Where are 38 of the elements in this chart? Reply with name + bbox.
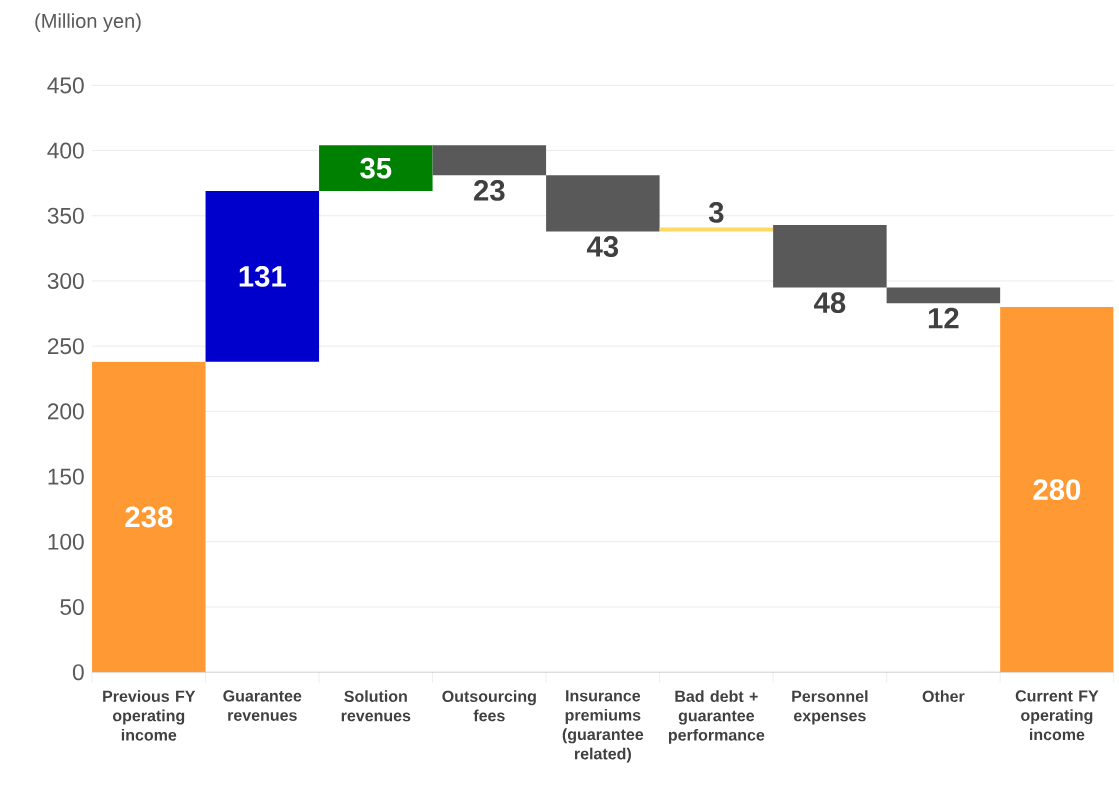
bar — [773, 224, 887, 288]
x-tick-label: Solution revenues — [341, 690, 411, 722]
y-tick-label: 250 — [47, 338, 84, 355]
x-tick-label: Insurance premiums (guarantee related) — [562, 690, 644, 763]
bar — [205, 191, 320, 362]
y-tick-label: 100 — [48, 533, 84, 550]
data-label: 3 — [708, 202, 724, 223]
x-tick-label: Other — [922, 690, 965, 703]
bar — [546, 175, 660, 232]
y-tick-label: 350 — [47, 207, 84, 224]
data-label: 23 — [474, 180, 505, 201]
data-label: 280 — [1033, 479, 1081, 501]
x-tick-label: Guarantee revenues — [223, 690, 302, 721]
x-tick-label: Personnel expenses — [792, 690, 868, 725]
bar — [1000, 307, 1114, 673]
bar — [92, 361, 206, 673]
data-label: 35 — [360, 157, 392, 179]
y-axis-title: (Million yen) — [35, 13, 141, 33]
y-tick-label: 50 — [60, 599, 84, 616]
y-tick-label: 400 — [47, 142, 84, 159]
y-tick-label: 300 — [47, 272, 84, 290]
data-label: 43 — [586, 236, 619, 257]
bar — [432, 145, 547, 176]
bar — [319, 145, 433, 192]
y-tick-label: 0 — [72, 664, 84, 681]
y-tick-label: 150 — [48, 468, 84, 485]
x-tick-label: Bad debt + guarantee performance — [668, 690, 765, 744]
x-tick-label: Outsourcing fees — [442, 690, 536, 722]
x-tick-label: Previous FY operating income — [103, 690, 196, 741]
data-label: 238 — [125, 506, 173, 528]
data-label: 131 — [239, 266, 286, 287]
bar — [886, 287, 1001, 304]
y-tick-label: 200 — [47, 403, 84, 420]
y-tick-label: 450 — [47, 77, 84, 94]
bar — [659, 227, 774, 232]
data-label: 12 — [928, 307, 959, 329]
data-label: 48 — [813, 292, 846, 314]
x-tick-label: Current FY operating income — [1015, 690, 1099, 741]
